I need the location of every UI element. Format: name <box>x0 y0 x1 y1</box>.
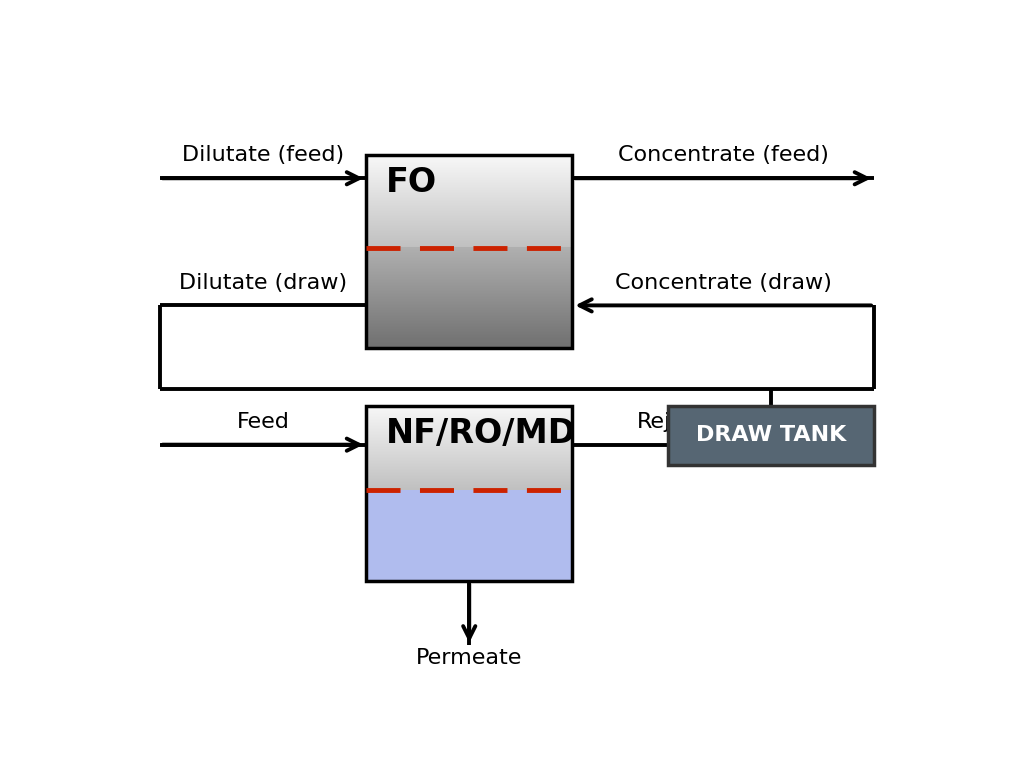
Text: Permeate: Permeate <box>416 648 522 669</box>
Text: Dilutate (draw): Dilutate (draw) <box>179 273 347 293</box>
Text: Concentrate (feed): Concentrate (feed) <box>617 146 828 165</box>
Text: DRAW TANK: DRAW TANK <box>695 425 846 445</box>
Text: Feed: Feed <box>237 412 290 432</box>
Bar <box>367 490 572 581</box>
Bar <box>668 406 874 465</box>
Text: Concentrate (draw): Concentrate (draw) <box>614 273 831 293</box>
Bar <box>367 155 572 348</box>
Text: Reject: Reject <box>637 412 707 432</box>
Text: Dilutate (feed): Dilutate (feed) <box>182 146 344 165</box>
Text: FO: FO <box>386 166 437 199</box>
Bar <box>367 406 572 581</box>
Text: NF/RO/MD: NF/RO/MD <box>386 417 577 449</box>
